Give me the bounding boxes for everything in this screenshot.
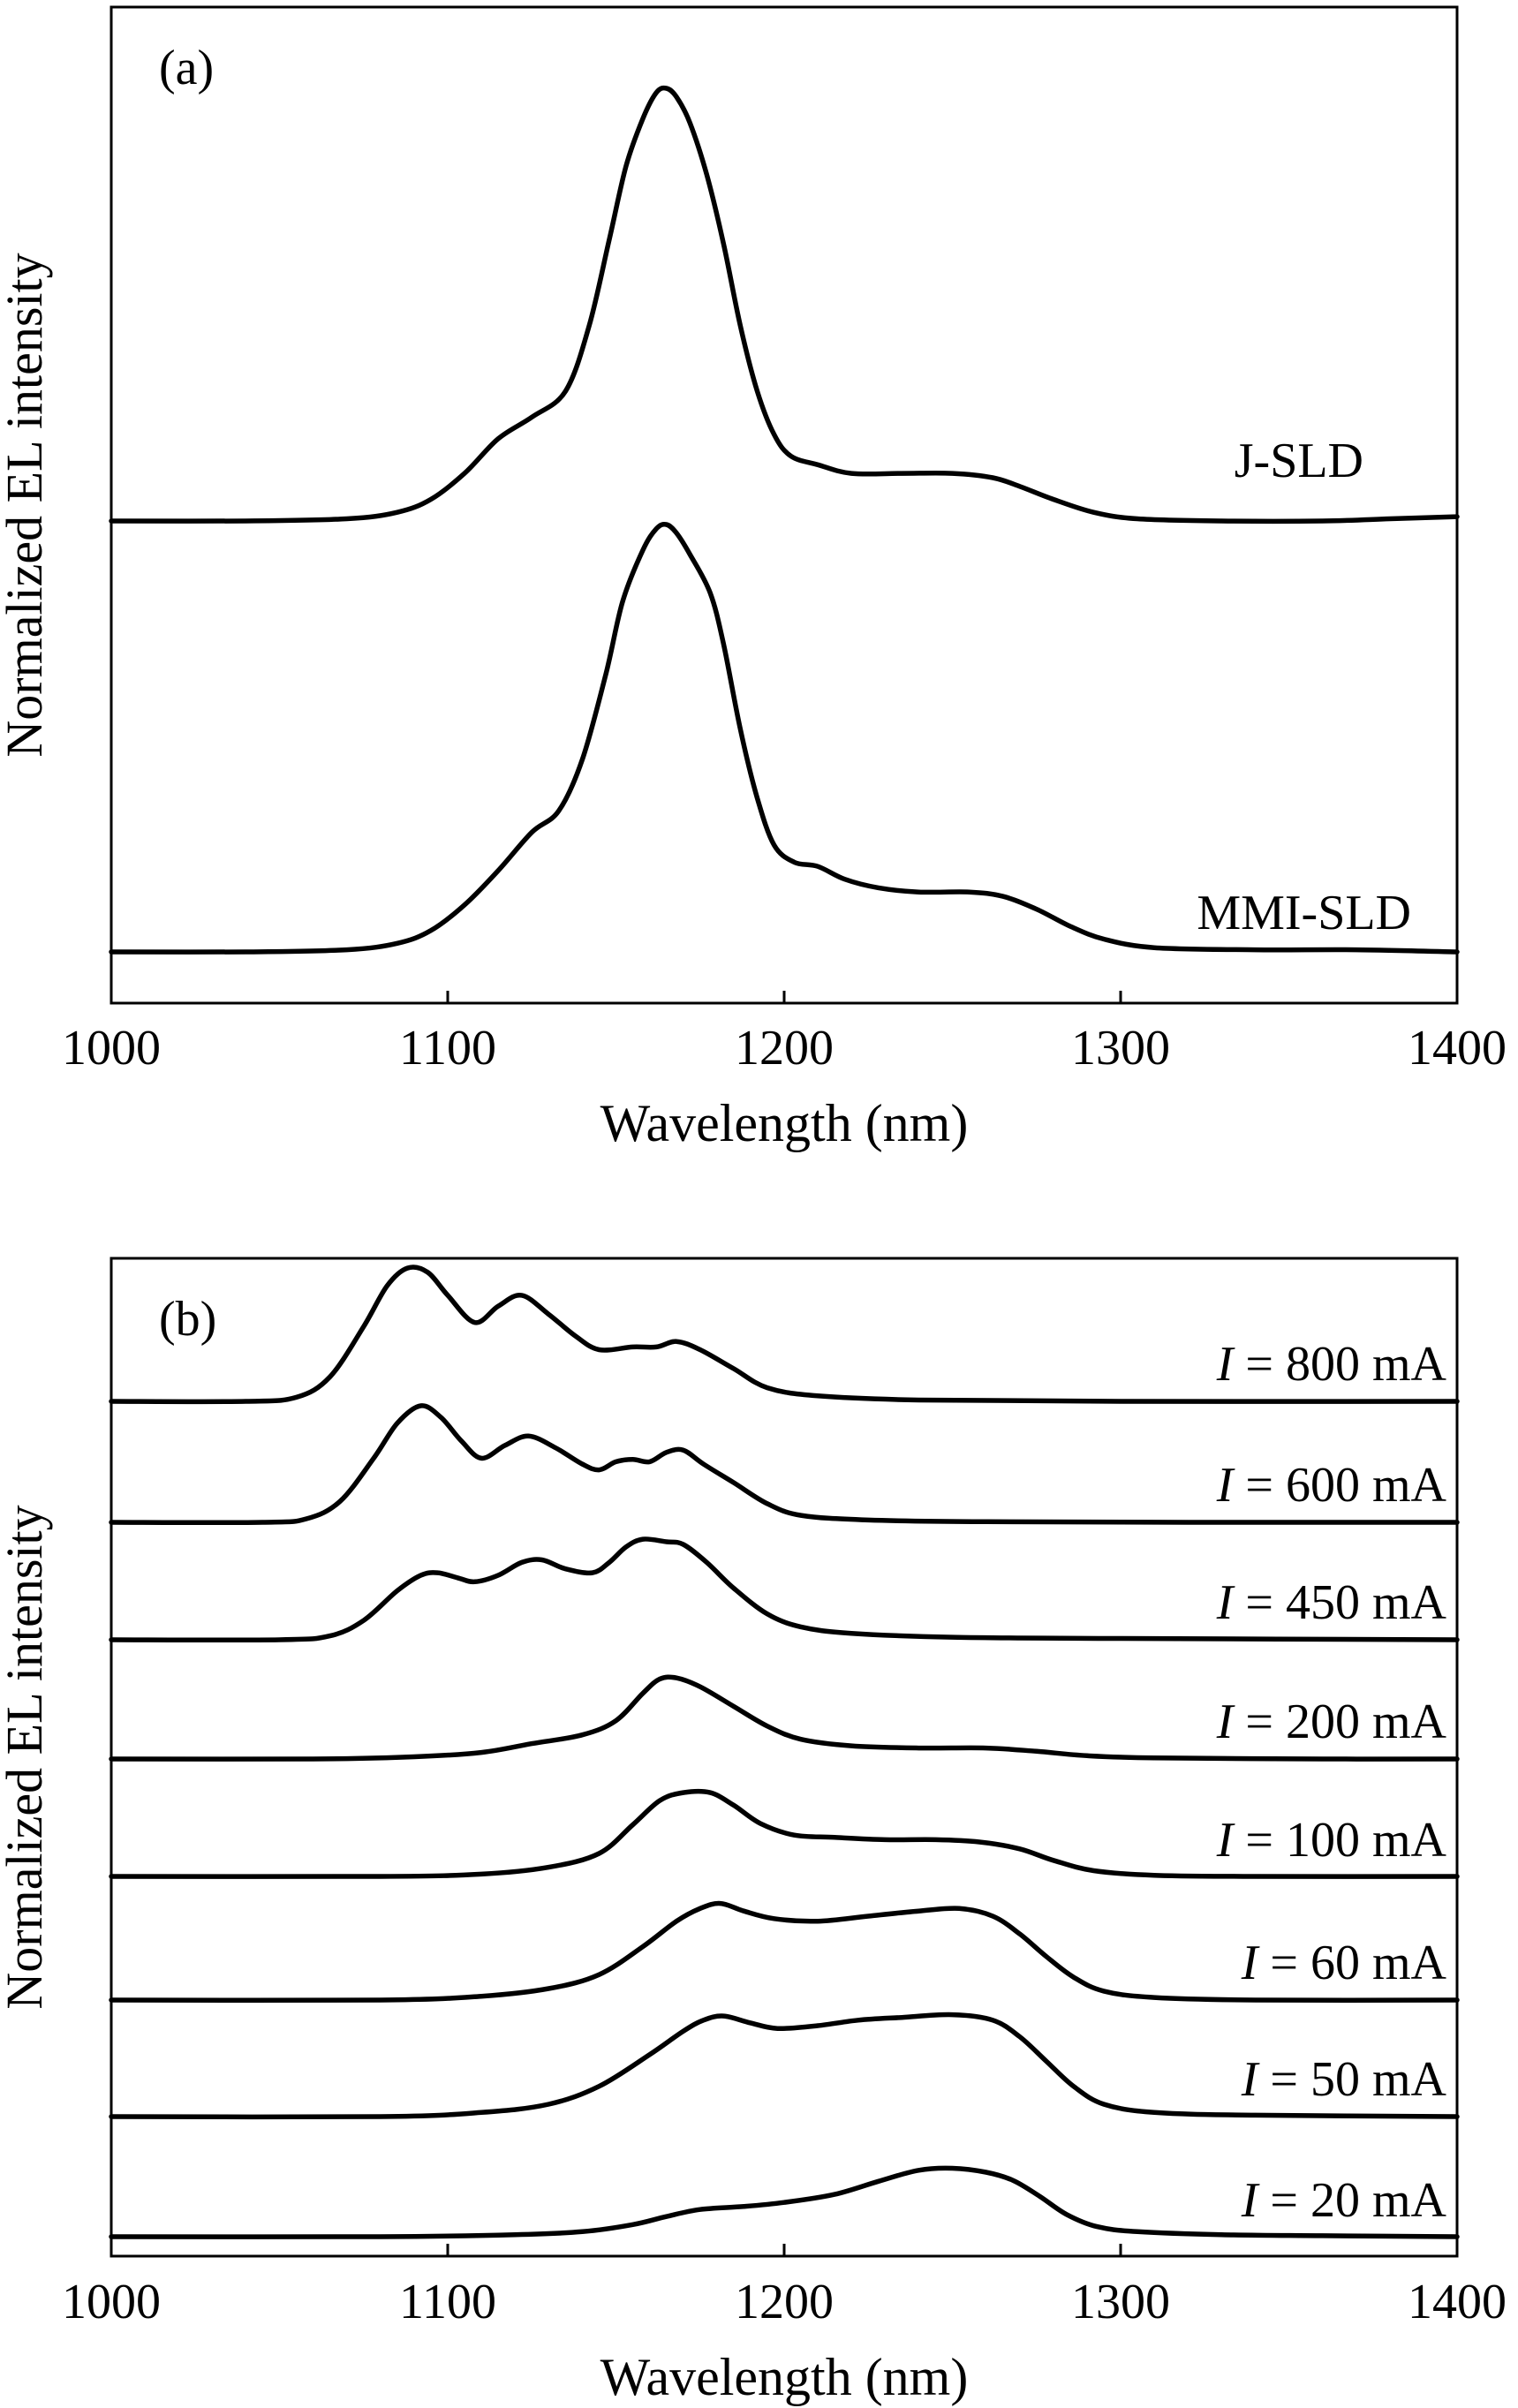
series-label-50ma: I = 50 mA (1241, 2052, 1447, 2107)
x-ticks-a: 1000 1100 1200 1300 1400 (62, 991, 1507, 1076)
x-ticks-b: 1000 1100 1200 1300 1400 (62, 2244, 1507, 2329)
series-line-j-sld (109, 85, 1460, 525)
panel-label-b: (b) (159, 1292, 216, 1347)
x-tick-label-a: 1400 (1408, 1021, 1507, 1076)
x-axis-label-a: Wavelength (nm) (600, 1094, 969, 1152)
series-line-60ma (109, 1900, 1460, 2004)
series-label-450ma: I = 450 mA (1216, 1575, 1447, 1630)
series-label-60ma: I = 60 mA (1241, 1936, 1447, 1990)
series-label-200ma: I = 200 mA (1216, 1695, 1447, 1749)
panel-label-a: (a) (159, 41, 214, 95)
series-label-600ma: I = 600 mA (1216, 1458, 1447, 1513)
x-axis-label-b: Wavelength (nm) (600, 2348, 969, 2406)
series-line-600ma (109, 1403, 1460, 1526)
series-label-100ma: I = 100 mA (1216, 1813, 1447, 1868)
x-tick-label-b: 1300 (1071, 2275, 1170, 2329)
series-label-800ma: I = 800 mA (1216, 1337, 1447, 1392)
panel-a: 1000 1100 1200 1300 1400 (a) Wavelength (nm)… (0, 5, 1507, 1152)
y-axis-label-b: Normalized EL intensity (0, 1505, 53, 2009)
series-line-100ma (109, 1788, 1460, 1879)
x-tick-label-a: 1200 (735, 1021, 834, 1076)
series-label-mmi-sld: MMI-SLD (1197, 886, 1411, 940)
series-group-a (109, 85, 1460, 955)
x-tick-label-a: 1000 (62, 1021, 161, 1076)
current-labels: I = 800 mA I = 600 mA I = 450 mA I = 200 mA… (1216, 1337, 1447, 2228)
series-line-50ma (109, 2012, 1460, 2120)
x-tick-label-b: 1100 (399, 2275, 496, 2329)
x-tick-label-b: 1200 (735, 2275, 834, 2329)
x-tick-label-a: 1300 (1071, 1021, 1170, 1076)
series-line-mmi-sld (109, 521, 1460, 955)
series-group-b (109, 1264, 1460, 2239)
panel-b: 1000 1100 1200 1300 1400 (b) Wavelength (nm)… (0, 1257, 1507, 2406)
series-line-450ma (109, 1536, 1460, 1643)
series-label-20ma: I = 20 mA (1241, 2173, 1447, 2228)
series-line-20ma (109, 2165, 1460, 2239)
x-tick-label-b: 1400 (1408, 2275, 1507, 2329)
y-axis-label-a: Normalized EL intensity (0, 253, 53, 757)
x-tick-label-b: 1000 (62, 2275, 161, 2329)
series-line-200ma (109, 1674, 1460, 1762)
series-line-800ma (109, 1264, 1460, 1405)
x-tick-label-a: 1100 (399, 1021, 496, 1076)
series-label-j-sld: J-SLD (1235, 434, 1363, 488)
